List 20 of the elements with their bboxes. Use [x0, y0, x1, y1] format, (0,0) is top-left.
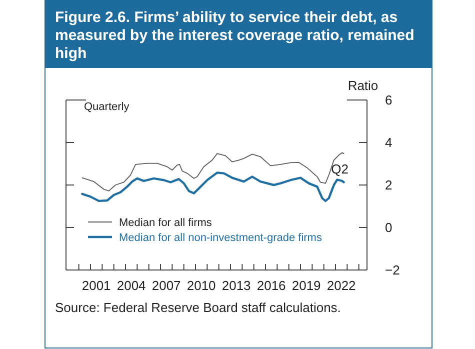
x-tick-label: 2019: [292, 278, 321, 293]
y-tick-label: 6: [385, 92, 392, 108]
source-note: Source: Federal Reserve Board staff calculations.: [55, 300, 341, 315]
x-tick-label: 2022: [326, 278, 356, 293]
x-tick-label: 2007: [152, 278, 181, 293]
x-tick-label: 2010: [186, 278, 216, 293]
y-tick-label: 4: [385, 135, 392, 150]
x-tick-label: 2004: [116, 278, 146, 293]
y-tick-label: 2: [385, 178, 392, 193]
y-tick-label: 0: [385, 220, 392, 236]
chart-title: Figure 2.6. Firms’ ability to service their debt, as measured by the interest coverage ratio, remained high: [55, 9, 414, 62]
y-axis-title: Ratio: [348, 78, 378, 93]
legend-label: Median for all non-investment-grade firms: [119, 232, 322, 244]
legend-label: Median for all firms: [119, 216, 212, 229]
annotation: Q2: [331, 162, 348, 177]
annotation: Quarterly: [84, 101, 130, 113]
x-tick-label: 2001: [82, 278, 111, 293]
x-tick-label: 2013: [222, 278, 251, 293]
y-tick-label: −2: [385, 262, 400, 278]
x-tick-label: 2016: [256, 278, 286, 293]
